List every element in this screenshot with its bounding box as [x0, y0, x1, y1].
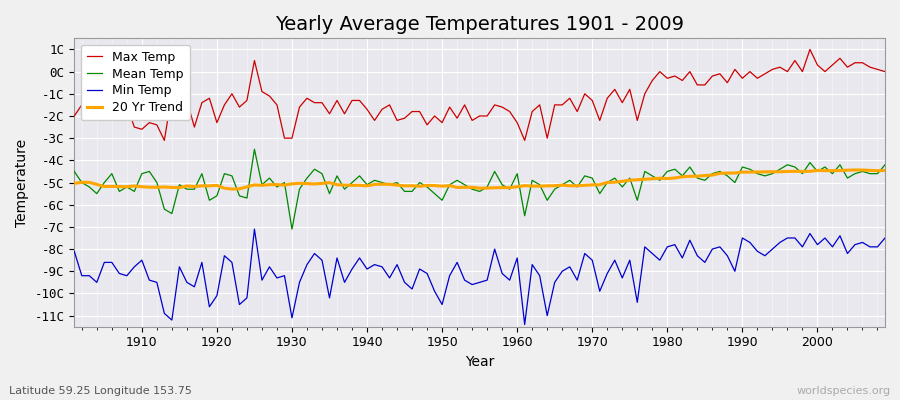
Text: Latitude 59.25 Longitude 153.75: Latitude 59.25 Longitude 153.75	[9, 386, 192, 396]
Mean Temp	[616, 184, 627, 189]
Mean Temp	[354, 174, 364, 178]
Max Temp	[159, 138, 170, 143]
Min Temp	[129, 264, 140, 269]
Mean Temp	[249, 147, 260, 152]
Title: Yearly Average Temperatures 1901 - 2009: Yearly Average Temperatures 1901 - 2009	[275, 15, 684, 34]
Max Temp	[519, 138, 530, 143]
Mean Temp	[286, 227, 297, 232]
Mean Temp	[309, 167, 320, 172]
Max Temp	[69, 114, 80, 118]
Mean Temp	[879, 162, 890, 167]
20 Yr Trend	[69, 181, 80, 186]
Max Temp	[512, 120, 523, 125]
Mean Temp	[129, 189, 140, 194]
X-axis label: Year: Year	[465, 355, 494, 369]
Min Temp	[249, 227, 260, 232]
20 Yr Trend	[512, 184, 523, 189]
20 Yr Trend	[879, 168, 890, 173]
Min Temp	[879, 236, 890, 240]
20 Yr Trend	[302, 181, 312, 186]
Line: Mean Temp: Mean Temp	[75, 149, 885, 229]
Min Temp	[526, 262, 537, 267]
Legend: Max Temp, Mean Temp, Min Temp, 20 Yr Trend: Max Temp, Mean Temp, Min Temp, 20 Yr Tre…	[80, 44, 190, 120]
Y-axis label: Temperature: Temperature	[15, 138, 29, 226]
Line: Min Temp: Min Temp	[75, 229, 885, 324]
Line: 20 Yr Trend: 20 Yr Trend	[75, 170, 885, 189]
Text: worldspecies.org: worldspecies.org	[796, 386, 891, 396]
Max Temp	[302, 96, 312, 101]
Max Temp	[346, 98, 357, 103]
Min Temp	[69, 249, 80, 254]
Min Temp	[512, 256, 523, 260]
Min Temp	[302, 262, 312, 267]
20 Yr Trend	[227, 187, 238, 192]
Min Temp	[519, 322, 530, 327]
Max Temp	[879, 69, 890, 74]
Min Temp	[616, 276, 627, 280]
Max Temp	[609, 87, 620, 92]
Mean Temp	[519, 214, 530, 218]
Max Temp	[805, 47, 815, 52]
20 Yr Trend	[609, 180, 620, 184]
20 Yr Trend	[850, 168, 860, 172]
20 Yr Trend	[519, 183, 530, 188]
20 Yr Trend	[346, 183, 357, 188]
Mean Temp	[69, 169, 80, 174]
Max Temp	[129, 125, 140, 130]
Min Temp	[346, 267, 357, 272]
20 Yr Trend	[129, 184, 140, 188]
Mean Temp	[526, 178, 537, 183]
Line: Max Temp: Max Temp	[75, 50, 885, 140]
